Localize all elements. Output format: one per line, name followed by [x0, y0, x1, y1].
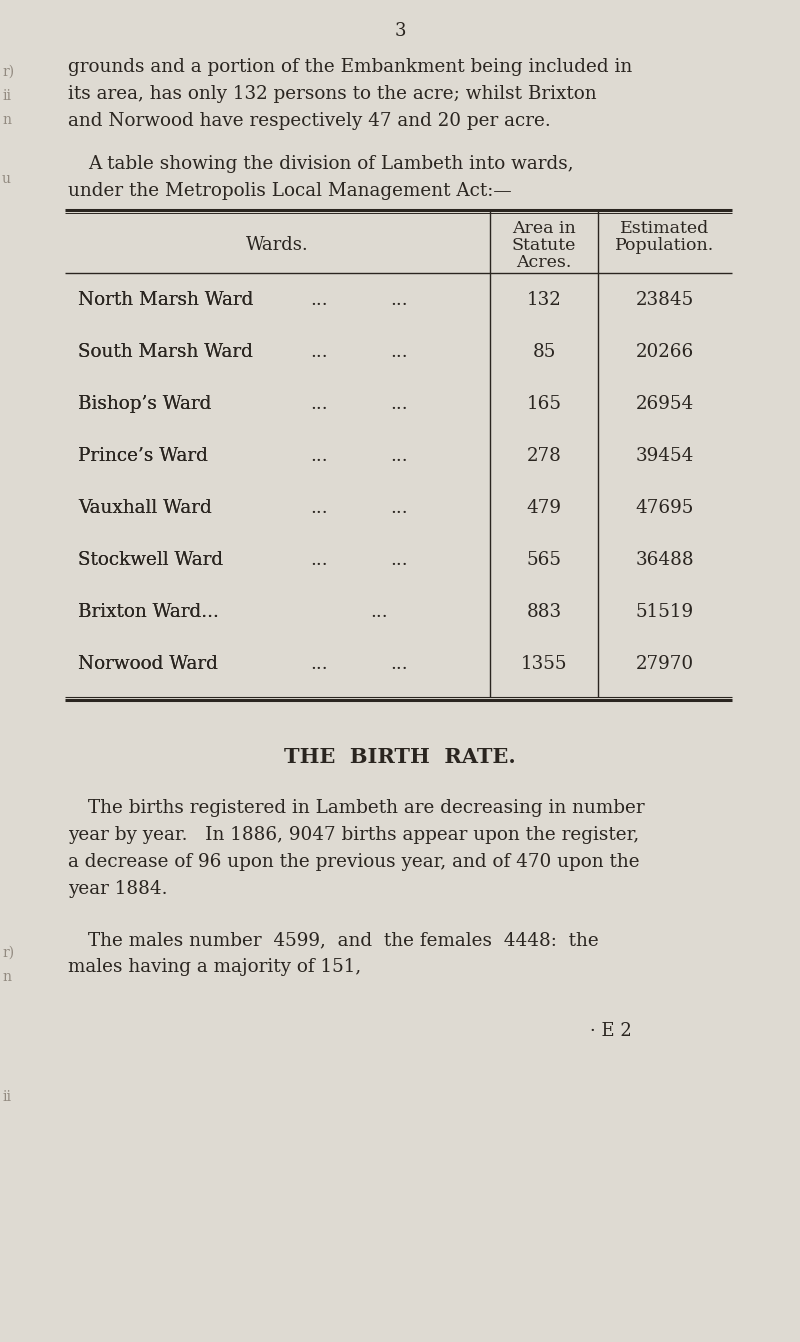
- Text: and Norwood have respectively 47 and 20 per acre.: and Norwood have respectively 47 and 20 …: [68, 111, 550, 130]
- Text: Acres.: Acres.: [516, 254, 572, 271]
- Text: u: u: [2, 172, 11, 185]
- Text: Prince’s Ward: Prince’s Ward: [78, 447, 208, 464]
- Text: 85: 85: [532, 344, 556, 361]
- Text: Area in: Area in: [512, 220, 576, 238]
- Text: ...: ...: [390, 447, 408, 464]
- Text: ...: ...: [310, 499, 328, 517]
- Text: r): r): [2, 64, 14, 79]
- Text: South Marsh Ward: South Marsh Ward: [78, 344, 253, 361]
- Text: under the Metropolis Local Management Act:—: under the Metropolis Local Management Ac…: [68, 183, 512, 200]
- Text: 3: 3: [394, 21, 406, 40]
- Text: ii: ii: [2, 89, 11, 103]
- Text: THE  BIRTH  RATE.: THE BIRTH RATE.: [284, 747, 516, 768]
- Text: ...: ...: [390, 291, 408, 309]
- Text: year by year.   In 1886, 9047 births appear upon the register,: year by year. In 1886, 9047 births appea…: [68, 825, 639, 844]
- Text: year 1884.: year 1884.: [68, 880, 167, 898]
- Text: Brixton Ward...: Brixton Ward...: [78, 603, 219, 621]
- Text: 20266: 20266: [636, 344, 694, 361]
- Text: ...: ...: [310, 291, 328, 309]
- Text: ii: ii: [2, 1090, 11, 1103]
- Text: 26954: 26954: [636, 395, 694, 413]
- Text: r): r): [2, 946, 14, 960]
- Text: Bishop’s Ward: Bishop’s Ward: [78, 395, 211, 413]
- Text: The births registered in Lambeth are decreasing in number: The births registered in Lambeth are dec…: [88, 798, 645, 817]
- Text: grounds and a portion of the Embankment being included in: grounds and a portion of the Embankment …: [68, 58, 632, 76]
- Text: Prince’s Ward: Prince’s Ward: [78, 447, 208, 464]
- Text: 479: 479: [526, 499, 562, 517]
- Text: 132: 132: [526, 291, 562, 309]
- Text: ...: ...: [310, 655, 328, 672]
- Text: Estimated: Estimated: [620, 220, 710, 238]
- Text: 23845: 23845: [636, 291, 694, 309]
- Text: 27970: 27970: [636, 655, 694, 672]
- Text: its area, has only 132 persons to the acre; whilst Brixton: its area, has only 132 persons to the ac…: [68, 85, 597, 103]
- Text: n: n: [2, 970, 11, 984]
- Text: Vauxhall Ward: Vauxhall Ward: [78, 499, 212, 517]
- Text: Statute: Statute: [512, 238, 576, 254]
- Text: ...: ...: [310, 552, 328, 569]
- Text: North Marsh Ward: North Marsh Ward: [78, 291, 254, 309]
- Text: 565: 565: [526, 552, 562, 569]
- Text: 39454: 39454: [636, 447, 694, 464]
- Text: Brixton Ward...: Brixton Ward...: [78, 603, 219, 621]
- Text: males having a majority of 151,: males having a majority of 151,: [68, 958, 362, 976]
- Text: 51519: 51519: [636, 603, 694, 621]
- Text: Stockwell Ward: Stockwell Ward: [78, 552, 223, 569]
- Text: 1355: 1355: [521, 655, 567, 672]
- Text: Bishop’s Ward: Bishop’s Ward: [78, 395, 211, 413]
- Text: a decrease of 96 upon the previous year, and of 470 upon the: a decrease of 96 upon the previous year,…: [68, 854, 640, 871]
- Text: A table showing the division of Lambeth into wards,: A table showing the division of Lambeth …: [88, 154, 574, 173]
- Text: ...: ...: [390, 499, 408, 517]
- Text: n: n: [2, 113, 11, 127]
- Text: Norwood Ward: Norwood Ward: [78, 655, 218, 672]
- Text: ...: ...: [370, 603, 388, 621]
- Text: ...: ...: [390, 344, 408, 361]
- Text: ...: ...: [390, 552, 408, 569]
- Text: ...: ...: [310, 395, 328, 413]
- Text: 47695: 47695: [636, 499, 694, 517]
- Text: Wards.: Wards.: [246, 236, 309, 254]
- Text: 165: 165: [526, 395, 562, 413]
- Text: Norwood Ward: Norwood Ward: [78, 655, 218, 672]
- Text: North Marsh Ward: North Marsh Ward: [78, 291, 254, 309]
- Text: 36488: 36488: [636, 552, 694, 569]
- Text: 278: 278: [526, 447, 562, 464]
- Text: Population.: Population.: [615, 238, 714, 254]
- Text: ...: ...: [390, 655, 408, 672]
- Text: South Marsh Ward: South Marsh Ward: [78, 344, 253, 361]
- Text: 883: 883: [526, 603, 562, 621]
- Text: ...: ...: [310, 447, 328, 464]
- Text: Stockwell Ward: Stockwell Ward: [78, 552, 223, 569]
- Text: ...: ...: [310, 344, 328, 361]
- Text: Vauxhall Ward: Vauxhall Ward: [78, 499, 212, 517]
- Text: The males number  4599,  and  the females  4448:  the: The males number 4599, and the females 4…: [88, 931, 598, 949]
- Text: ...: ...: [390, 395, 408, 413]
- Text: · E 2: · E 2: [590, 1023, 632, 1040]
